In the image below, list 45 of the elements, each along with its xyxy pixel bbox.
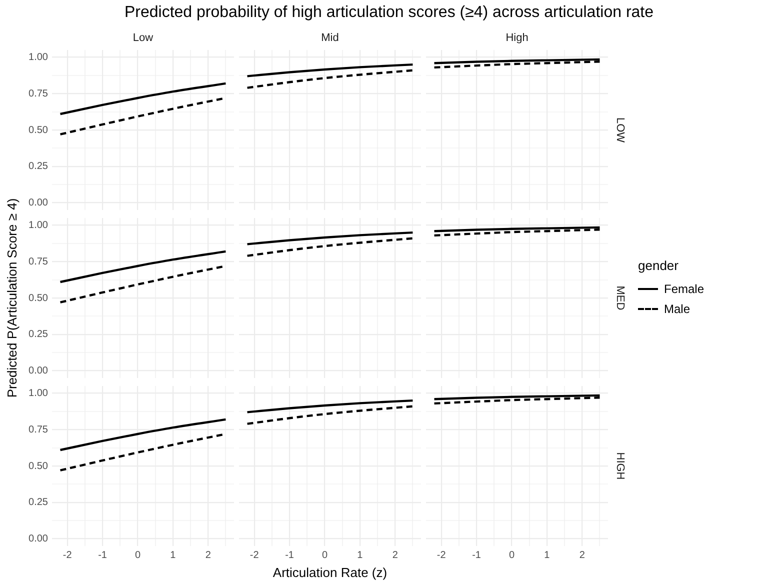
x-tick-label: 1: [170, 550, 176, 561]
y-tick-label: 0.00: [28, 365, 48, 376]
y-tick-label: 0.75: [28, 424, 48, 436]
x-tick-label: 0: [322, 550, 328, 561]
y-tick-label: 0.00: [28, 533, 48, 544]
line-series: [59, 82, 227, 116]
y-axis-title: Predicted P(Articulation Score ≥ 4): [4, 197, 20, 400]
text: Predicted probability of high articulation scores (≥4) across articulation rate: [123, 4, 655, 22]
chart-title: High: [504, 32, 530, 44]
y2-axis-title: HIGH: [614, 451, 626, 482]
x-tick-label: -1: [472, 550, 482, 561]
y-tick-label: 0.25: [28, 329, 48, 340]
x-tick-label: -1: [285, 550, 294, 561]
x-tick-label: 1: [357, 550, 364, 561]
x-tick-label: 2: [205, 550, 212, 561]
x-tick-label: 1: [544, 550, 550, 561]
y-tick-label: 1.00: [28, 388, 48, 400]
y-tick-label: 0.50: [28, 460, 48, 472]
y-tick-label: 1.00: [28, 220, 48, 232]
y2-axis-title: LOW: [614, 116, 626, 145]
y-tick-label: 0.75: [28, 256, 48, 268]
y-tick-label: 0.50: [28, 292, 48, 304]
x-axis-title: Articulation Rate (z): [272, 565, 388, 580]
y-tick-label: 0.00: [28, 197, 48, 208]
y-tick-label: 0.75: [28, 88, 48, 100]
chart-title: Low: [132, 32, 154, 44]
x-tick-label: 0: [134, 550, 141, 561]
y-tick-label: 0.50: [28, 124, 48, 136]
x-tick-label: 0: [508, 550, 515, 561]
x-tick-label: -2: [250, 550, 260, 561]
y-tick-label: 1.00: [28, 52, 48, 64]
y-tick-label: 0.25: [28, 497, 48, 508]
legend-label: Male: [664, 302, 690, 316]
x-tick-label: 2: [392, 550, 398, 561]
legend-title: gender: [638, 258, 680, 273]
x-tick-label: -2: [436, 550, 446, 561]
y2-axis-title: MED: [614, 284, 626, 312]
legend-label: Female: [664, 282, 704, 296]
x-tick-label: -2: [62, 550, 72, 561]
line-series: [59, 418, 227, 452]
y-tick-label: 0.25: [28, 161, 48, 172]
line-series: [59, 250, 227, 284]
chart-title: Mid: [320, 32, 340, 44]
x-tick-label: -1: [98, 550, 108, 561]
x-tick-label: 2: [579, 550, 586, 561]
